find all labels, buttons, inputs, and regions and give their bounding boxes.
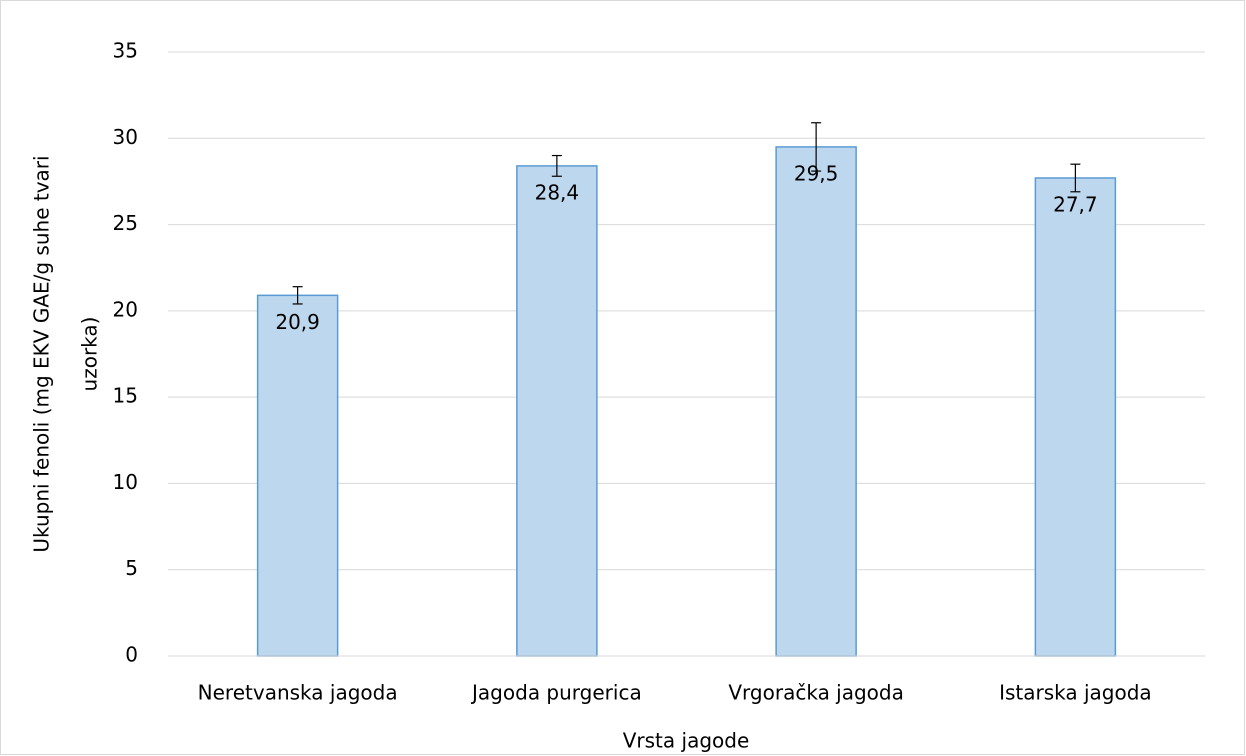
y-axis-title-line: uzorka) (78, 317, 102, 392)
data-label: 20,9 (275, 310, 320, 334)
y-tick-label: 0 (125, 643, 138, 667)
x-tick-label: Vrgoračka jagoda (728, 681, 904, 705)
data-label: 29,5 (794, 161, 839, 185)
x-axis-title: Vrsta jagode (623, 729, 750, 753)
bar (256, 294, 339, 657)
x-tick-label: Neretvanska jagoda (198, 681, 398, 705)
error-bar (811, 122, 822, 172)
data-label: 28,4 (535, 180, 580, 204)
y-tick-label: 20 (113, 297, 138, 321)
y-tick-label: 35 (113, 39, 138, 63)
y-tick-label: 5 (125, 556, 138, 580)
y-tick-label: 10 (113, 470, 138, 494)
y-tick-label: 30 (113, 125, 138, 149)
bar (516, 165, 598, 657)
y-axis-title-line: Ukupni fenoli (mg EKV GAE/g suhe tvari (30, 155, 54, 552)
error-bar (1070, 163, 1081, 193)
error-bar (551, 154, 562, 177)
error-bar (292, 286, 303, 305)
x-tick-label: Istarska jagoda (999, 681, 1152, 705)
y-axis-title: Ukupni fenoli (mg EKV GAE/g suhe tvari u… (30, 155, 102, 552)
y-tick-label: 25 (113, 211, 138, 235)
bar (1034, 177, 1117, 657)
y-tick-label: 15 (113, 384, 138, 408)
x-tick-label: Jagoda purgerica (470, 681, 642, 705)
bar (775, 146, 857, 657)
data-label: 27,7 (1053, 192, 1098, 216)
